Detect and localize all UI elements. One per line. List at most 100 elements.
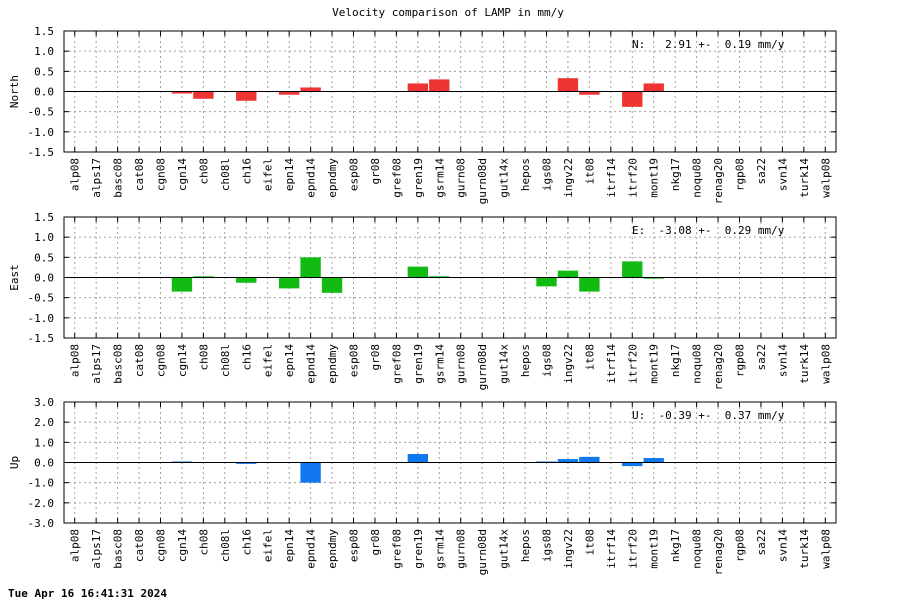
- x-tick-label: sa22: [755, 158, 768, 185]
- x-tick-label: gren19: [412, 158, 425, 198]
- y-tick-label: 0.5: [34, 65, 54, 78]
- x-tick-label: epnd14: [305, 344, 318, 384]
- x-tick-label: ch08l: [219, 529, 232, 562]
- panel-east: 1.5 1.0 0.5 0.0 -0.5 -1.0 -1.5 alp08 alps17 basc0…: [8, 211, 837, 390]
- velocity-annotation: N: 2.91 +- 0.19 mm/y: [632, 38, 785, 51]
- x-tick-label: cat08: [133, 529, 146, 562]
- y-tick-label: 1.5: [34, 211, 54, 224]
- y-tick-label: -2.0: [28, 497, 55, 510]
- x-tick-label: basc08: [112, 158, 125, 198]
- x-tick-label: hepos: [519, 158, 532, 191]
- y-tick-label: 0.0: [34, 86, 54, 99]
- x-tick-label: gurn08: [455, 344, 468, 384]
- x-tick-label: eifel: [262, 529, 275, 562]
- x-tick-label: gurn08: [455, 529, 468, 569]
- x-tick-label: noqu08: [691, 529, 704, 569]
- y-tick-label: -0.5: [28, 292, 55, 305]
- panel-up: 3.0 2.0 1.0 0.0 -1.0 -2.0 -3.0 alp08 alps17 basc0…: [8, 396, 837, 575]
- x-tick-label: sa22: [755, 344, 768, 371]
- x-tick-label: gsrm14: [433, 344, 446, 384]
- x-tick-label: mont19: [648, 158, 661, 198]
- x-tick-label: eifel: [262, 158, 275, 191]
- timestamp: Tue Apr 16 16:41:31 2024: [8, 587, 167, 600]
- x-tick-label: epndmy: [326, 344, 339, 384]
- x-tick-label: gr08: [369, 529, 382, 556]
- bar-ingv22: [557, 78, 579, 92]
- x-tick-label: gurn08: [455, 158, 468, 198]
- x-tick-label: cgn08: [155, 158, 168, 191]
- bar-gsrm14: [429, 276, 450, 278]
- x-tick-label: nkg17: [669, 344, 682, 377]
- x-tick-label: mont19: [648, 529, 661, 569]
- x-tick-label: gurn08d: [476, 344, 489, 390]
- x-tick-label: renag20: [712, 344, 725, 390]
- x-tick-label: ch16: [240, 529, 253, 556]
- y-tick-label: -1.0: [28, 126, 55, 139]
- bar-gsrm14: [429, 79, 450, 92]
- y-tick-label: 1.0: [34, 231, 54, 244]
- x-tick-label: ch08l: [219, 344, 232, 377]
- x-tick-label: epndmy: [326, 158, 339, 198]
- bar-epnd14: [300, 257, 321, 278]
- x-tick-label: epndmy: [326, 529, 339, 569]
- x-tick-label: itrf20: [626, 344, 639, 384]
- panel-north: 1.5 1.0 0.5 0.0 -0.5 -1.0 -1.5 alp08 alps17 basc0…: [8, 25, 837, 204]
- x-tick-label: gut14x: [498, 529, 511, 569]
- x-tick-label: alps17: [90, 158, 103, 198]
- bar-it08: [579, 91, 600, 95]
- x-tick-label: basc08: [112, 344, 125, 384]
- x-tick-label: alps17: [90, 344, 103, 384]
- y-axis-label: East: [8, 264, 21, 291]
- x-tick-label: renag20: [712, 529, 725, 575]
- x-tick-label: walp08: [819, 158, 832, 198]
- x-tick-label: nkg17: [669, 158, 682, 191]
- x-tick-label: it08: [583, 529, 596, 556]
- x-tick-label: sa22: [755, 529, 768, 556]
- bar-gren19: [407, 83, 429, 92]
- bar-epndmy: [321, 277, 343, 293]
- bar-mont19: [643, 83, 664, 92]
- x-tick-label: cat08: [133, 158, 146, 191]
- x-tick-label: ingv22: [562, 158, 575, 198]
- bar-cgn14: [171, 277, 193, 292]
- x-tick-label: noqu08: [691, 158, 704, 198]
- bar-cgn14: [171, 461, 193, 463]
- x-tick-label: eifel: [262, 344, 275, 377]
- x-tick-label: ch08: [197, 158, 210, 185]
- y-tick-label: -3.0: [28, 517, 55, 530]
- x-tick-label: itrf20: [626, 158, 639, 198]
- x-tick-label: itrf20: [626, 529, 639, 569]
- x-tick-label: ch16: [240, 158, 253, 185]
- bar-igs08: [536, 461, 557, 463]
- x-tick-label: it08: [583, 158, 596, 185]
- y-tick-label: -1.5: [28, 146, 55, 159]
- bar-mont19: [643, 458, 664, 463]
- y-tick-label: 0.5: [34, 251, 54, 264]
- bar-ch16: [236, 91, 257, 101]
- x-tick-label: basc08: [112, 529, 125, 569]
- x-tick-label: alp08: [69, 344, 82, 377]
- x-tick-label: esp08: [348, 344, 361, 377]
- x-tick-label: turk14: [798, 344, 811, 384]
- x-tick-label: cgn08: [155, 344, 168, 377]
- x-tick-label: gref08: [390, 158, 403, 198]
- x-tick-label: svn14: [776, 158, 789, 191]
- bar-gren19: [407, 454, 429, 463]
- bar-itrf20: [622, 462, 643, 467]
- x-tick-label: walp08: [819, 344, 832, 384]
- x-tick-label: itrf14: [605, 344, 618, 384]
- x-tick-label: cgn08: [155, 529, 168, 562]
- x-tick-label: gut14x: [498, 344, 511, 384]
- bar-itrf20: [622, 261, 643, 278]
- x-tick-label: renag20: [712, 158, 725, 204]
- velocity-annotation: U: -0.39 +- 0.37 mm/y: [632, 409, 785, 422]
- x-tick-label: mont19: [648, 344, 661, 384]
- y-axis-label: North: [8, 75, 21, 108]
- x-tick-label: turk14: [798, 529, 811, 569]
- bar-igs08: [536, 277, 557, 287]
- x-tick-label: gren19: [412, 344, 425, 384]
- x-tick-label: nkg17: [669, 529, 682, 562]
- x-tick-label: cat08: [133, 344, 146, 377]
- x-tick-label: hepos: [519, 529, 532, 562]
